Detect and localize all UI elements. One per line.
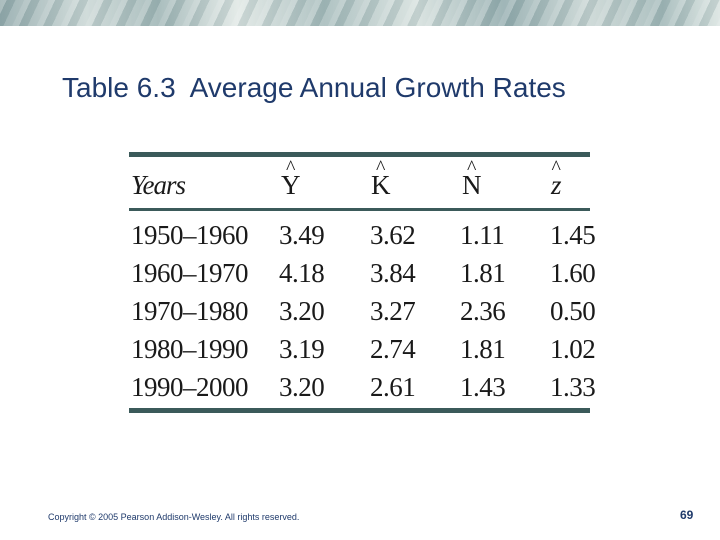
- row-2-y: 4.18: [279, 258, 325, 288]
- table-header-rule: [129, 208, 590, 211]
- row-3-z: 0.50: [550, 296, 596, 326]
- row-4-n: 1.81: [460, 334, 506, 364]
- row-2-k: 3.84: [370, 258, 416, 288]
- row-1-n: 1.11: [460, 220, 505, 250]
- slide-title: Table 6.3 Average Annual Growth Rates: [62, 72, 566, 104]
- header-y-hat: Y: [281, 170, 301, 201]
- header-banner: [0, 0, 720, 26]
- row-5-years: 1990–2000: [131, 372, 249, 402]
- header-z-hat: z: [551, 170, 562, 201]
- table-top-rule: [129, 152, 590, 157]
- growth-rates-table: Years Y K N z 1950–1960 3.49 3.62 1.11 1…: [129, 152, 596, 413]
- row-5-n: 1.43: [460, 372, 506, 402]
- row-1-k: 3.62: [370, 220, 416, 250]
- table-bottom-rule: [129, 408, 590, 413]
- row-3-n: 2.36: [460, 296, 506, 326]
- table-title-text: Average Annual Growth Rates: [189, 72, 566, 103]
- row-3-k: 3.27: [370, 296, 416, 326]
- row-2-z: 1.60: [550, 258, 596, 288]
- header-k-hat: K: [371, 170, 391, 201]
- row-4-y: 3.19: [279, 334, 325, 364]
- row-1-years: 1950–1960: [131, 220, 249, 250]
- row-2-years: 1960–1970: [131, 258, 249, 288]
- row-3-years: 1970–1980: [131, 296, 249, 326]
- row-3-y: 3.20: [279, 296, 325, 326]
- row-4-z: 1.02: [550, 334, 596, 364]
- row-5-k: 2.61: [370, 372, 416, 402]
- row-2-n: 1.81: [460, 258, 506, 288]
- header-n-hat: N: [462, 170, 482, 201]
- page-number: 69: [680, 508, 694, 522]
- row-1-z: 1.45: [550, 220, 596, 250]
- row-4-k: 2.74: [370, 334, 416, 364]
- row-1-y: 3.49: [279, 220, 325, 250]
- row-4-years: 1980–1990: [131, 334, 249, 364]
- header-years: Years: [131, 170, 186, 200]
- table-number: Table 6.3: [62, 72, 176, 103]
- copyright-footer: Copyright © 2005 Pearson Addison-Wesley.…: [48, 512, 300, 522]
- row-5-z: 1.33: [550, 372, 596, 402]
- row-5-y: 3.20: [279, 372, 325, 402]
